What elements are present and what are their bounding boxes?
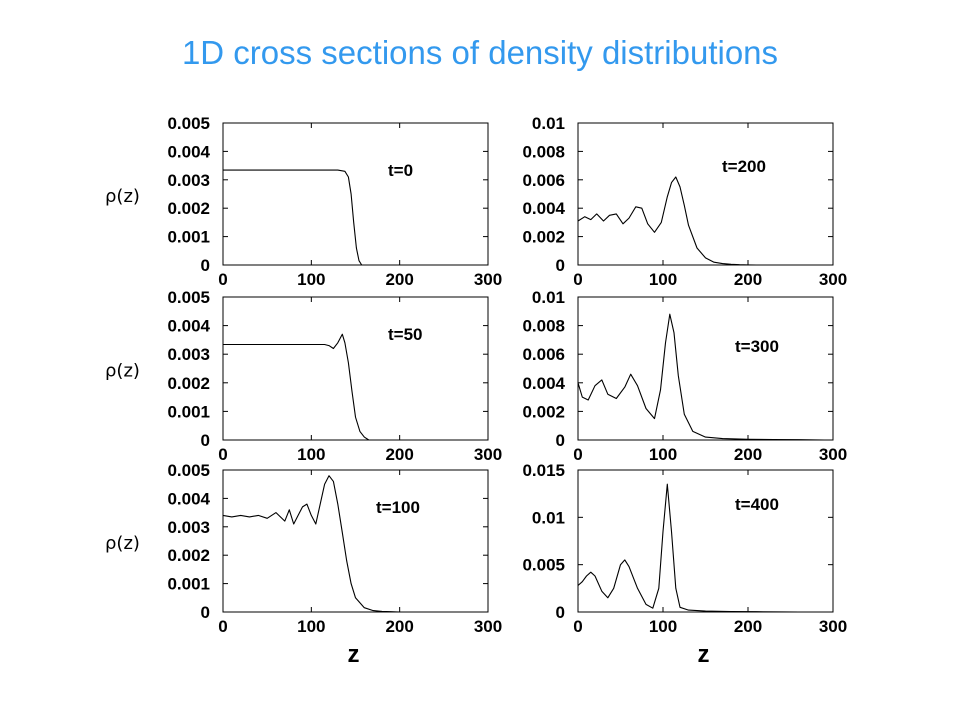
- x-tick-label: 0: [573, 445, 582, 464]
- plot-frame: [577, 296, 834, 441]
- x-tick-label: 100: [297, 445, 325, 464]
- time-annotation: t=0: [388, 161, 413, 180]
- time-annotation: t=100: [376, 498, 420, 517]
- chart-panel-5: 0 100 200 300 0 0.001 0.002 0.003 0.004 0.005 t=10…: [105, 461, 502, 668]
- x-tick-label: 300: [819, 270, 847, 289]
- y-tick-label: 0.006: [522, 345, 565, 364]
- density-curve: [577, 483, 800, 613]
- density-curve: [577, 176, 757, 266]
- density-curve: [223, 169, 488, 266]
- plot-frame: [577, 469, 834, 613]
- x-tick-label: 300: [819, 445, 847, 464]
- y-tick-label: 0.005: [167, 114, 210, 133]
- y-tick-label: 0.002: [167, 374, 210, 393]
- x-tick-label: 100: [649, 617, 677, 636]
- plot-frame: [577, 122, 834, 266]
- y-tick-label: 0.01: [532, 288, 565, 307]
- y-axis-label: ρ(z): [105, 186, 140, 207]
- x-axis-label: z: [698, 641, 710, 668]
- y-tick-label: 0: [556, 256, 565, 275]
- chart-panel-2: 0 100 200 300 0 0.002 0.004 0.006 0.008 0.01 t=200: [522, 114, 847, 289]
- y-tick-label: 0.002: [522, 402, 565, 421]
- plot-frame: [222, 296, 489, 441]
- x-tick-label: 200: [385, 617, 413, 636]
- y-tick-label: 0.005: [167, 288, 210, 307]
- plot-frame: [222, 469, 489, 613]
- y-tick-label: 0.004: [167, 489, 210, 508]
- y-tick-label: 0.001: [167, 402, 210, 421]
- chart-panel-4: 0 100 200 300 0 0.002 0.004 0.006 0.008 0.01 t=300: [522, 288, 847, 464]
- slide-title: 1D cross sections of density distributio…: [181, 34, 779, 71]
- x-tick-label: 100: [649, 445, 677, 464]
- y-tick-label: 0.003: [167, 345, 210, 364]
- time-annotation: t=200: [722, 157, 766, 176]
- y-tick-label: 0.008: [522, 317, 565, 336]
- x-tick-label: 0: [573, 270, 582, 289]
- y-tick-label: 0.01: [532, 114, 565, 133]
- x-tick-label: 100: [649, 270, 677, 289]
- y-tick-label: 0.01: [532, 508, 565, 527]
- x-tick-label: 200: [734, 617, 762, 636]
- x-tick-label: 0: [218, 617, 227, 636]
- y-tick-label: 0.002: [167, 199, 210, 218]
- y-tick-label: 0: [201, 256, 210, 275]
- x-tick-label: 200: [734, 445, 762, 464]
- y-tick-label: 0.006: [522, 171, 565, 190]
- x-tick-label: 300: [474, 617, 502, 636]
- y-tick-label: 0.002: [522, 228, 565, 247]
- y-tick-label: 0: [556, 431, 565, 450]
- y-tick-label: 0.001: [167, 575, 210, 594]
- y-tick-label: 0.004: [522, 199, 565, 218]
- y-tick-label: 0: [201, 431, 210, 450]
- y-tick-label: 0: [556, 603, 565, 622]
- x-tick-label: 200: [385, 445, 413, 464]
- x-axis-label: z: [348, 641, 360, 668]
- y-tick-label: 0.004: [167, 142, 210, 161]
- time-annotation: t=50: [388, 325, 423, 344]
- x-tick-label: 200: [385, 270, 413, 289]
- x-tick-label: 100: [297, 617, 325, 636]
- y-tick-label: 0.003: [167, 171, 210, 190]
- y-tick-label: 0.015: [522, 461, 565, 480]
- x-tick-label: 200: [734, 270, 762, 289]
- y-tick-label: 0.004: [522, 374, 565, 393]
- x-tick-label: 0: [573, 617, 582, 636]
- density-curve: [223, 333, 488, 441]
- y-tick-label: 0.005: [167, 461, 210, 480]
- y-tick-label: 0.004: [167, 317, 210, 336]
- y-tick-label: 0.005: [522, 556, 565, 575]
- y-axis-label: ρ(z): [105, 533, 140, 554]
- x-tick-label: 100: [297, 270, 325, 289]
- chart-panel-1: 0 100 200 300 0 0.001 0.002 0.003 0.004 0.005 t=0 ρ…: [105, 114, 502, 289]
- plot-frame: [222, 122, 489, 266]
- x-tick-label: 300: [474, 270, 502, 289]
- x-tick-label: 300: [474, 445, 502, 464]
- x-tick-label: 300: [819, 617, 847, 636]
- y-axis-label: ρ(z): [105, 361, 140, 382]
- time-annotation: t=400: [735, 495, 779, 514]
- time-annotation: t=300: [735, 337, 779, 356]
- chart-panel-3: 0 100 200 300 0 0.001 0.002 0.003 0.004 0.005 t=50…: [105, 288, 502, 464]
- density-curve: [222, 475, 409, 613]
- y-tick-label: 0.008: [522, 142, 565, 161]
- y-tick-label: 0.002: [167, 546, 210, 565]
- y-tick-label: 0: [201, 603, 210, 622]
- x-tick-label: 0: [218, 445, 227, 464]
- x-tick-label: 0: [218, 270, 227, 289]
- density-curve: [577, 313, 825, 441]
- y-tick-label: 0.001: [167, 228, 210, 247]
- chart-panel-6: 0 100 200 300 0 0.005 0.01 0.015 t=400 z: [522, 461, 847, 668]
- y-tick-label: 0.003: [167, 518, 210, 537]
